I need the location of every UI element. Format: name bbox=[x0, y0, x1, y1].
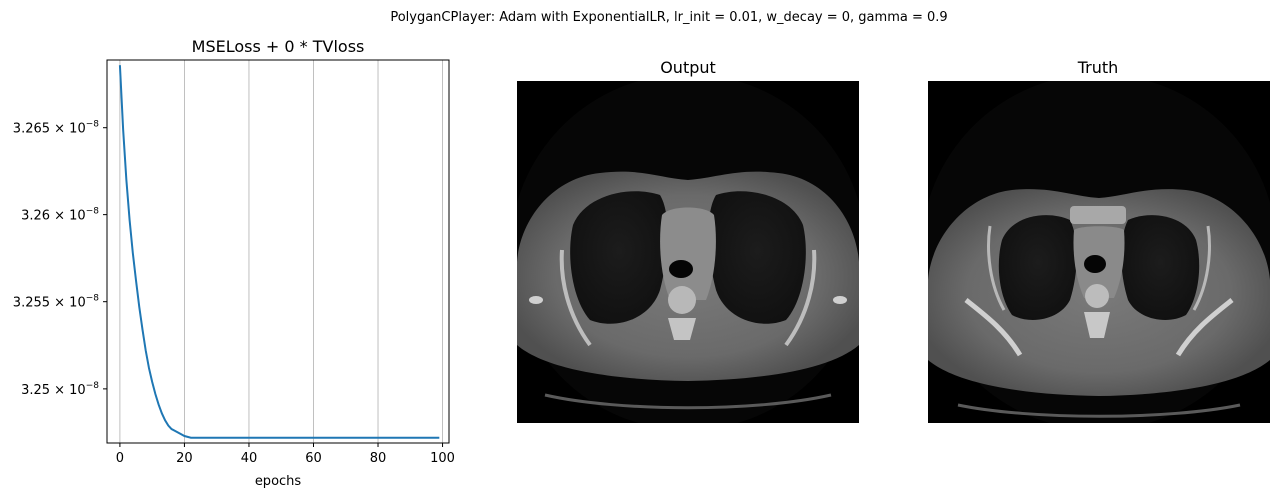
plot-area-frame bbox=[106, 59, 450, 444]
x-tick-label: 100 bbox=[430, 451, 455, 466]
figure-suptitle: PolyganCPlayer: Adam with ExponentialLR,… bbox=[390, 10, 947, 25]
truth-title: Truth bbox=[1077, 58, 1119, 77]
truth-panel: Truth bbox=[928, 58, 1270, 423]
y-tick-label: 3.25 × 10−8 bbox=[21, 381, 99, 398]
x-tick-label: 0 bbox=[116, 451, 124, 466]
output-panel: Output bbox=[517, 58, 859, 423]
truth-ct-image bbox=[928, 81, 1270, 423]
output-ct-image bbox=[517, 81, 859, 423]
x-tick-label: 60 bbox=[305, 451, 322, 466]
x-gridlines bbox=[119, 60, 443, 443]
x-tick-label: 20 bbox=[176, 451, 193, 466]
output-title: Output bbox=[660, 58, 716, 77]
loss-series-line bbox=[118, 65, 440, 439]
x-axis-ticks: 0 20 40 60 80 100 bbox=[116, 443, 455, 466]
y-tick-label: 3.255 × 10−8 bbox=[13, 294, 99, 311]
y-tick-label: 3.26 × 10−8 bbox=[21, 207, 99, 224]
chart-title: MSELoss + 0 * TVloss bbox=[192, 37, 365, 56]
loss-chart: MSELoss + 0 * TVloss 0 20 40 60 80 100 3.25 ×… bbox=[13, 37, 455, 489]
y-tick-label: 3.265 × 10−8 bbox=[13, 120, 99, 137]
x-tick-label: 40 bbox=[241, 451, 258, 466]
y-axis-ticks: 3.25 × 10−8 3.255 × 10−8 3.26 × 10−8 3.265 … bbox=[13, 120, 107, 398]
x-axis-label: epochs bbox=[255, 474, 302, 489]
x-tick-label: 80 bbox=[370, 451, 387, 466]
